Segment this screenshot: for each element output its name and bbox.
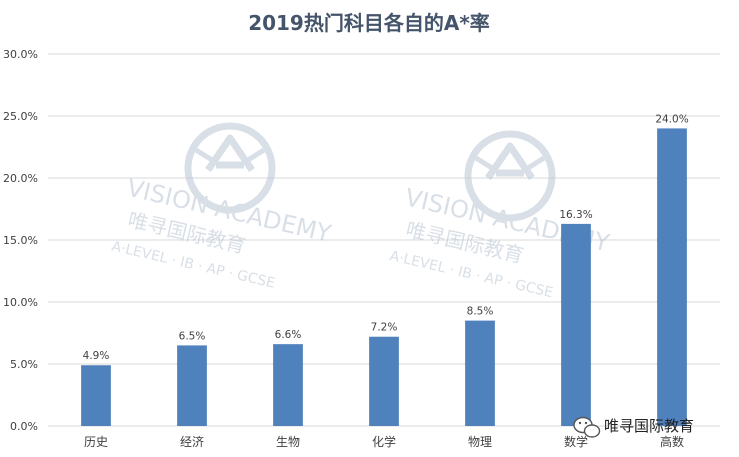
data-label: 4.9% — [83, 350, 110, 362]
data-label: 6.5% — [179, 330, 206, 342]
y-tick-label: 30.0% — [3, 48, 38, 61]
bar — [369, 336, 399, 426]
category-label: 经济 — [180, 434, 204, 449]
bar — [657, 128, 687, 426]
data-label: 16.3% — [559, 209, 592, 221]
footer-label: 唯寻国际教育 — [604, 417, 694, 435]
footer: 唯寻国际教育 — [573, 416, 694, 438]
category-labels: 历史 经济 生物 化学 物理 数学 高数 — [84, 434, 684, 449]
y-tick-label: 10.0% — [3, 296, 38, 309]
bars — [81, 128, 687, 426]
category-label: 数学 — [564, 434, 588, 449]
data-label: 6.6% — [275, 329, 302, 341]
y-tick-label: 5.0% — [10, 358, 38, 371]
category-label: 生物 — [276, 435, 300, 449]
bar — [561, 223, 591, 426]
bar — [81, 365, 111, 426]
bar — [273, 344, 303, 426]
vision-academy-logo-icon — [464, 130, 556, 222]
data-labels: 4.9% 6.5% 6.6% 7.2% 8.5% 16.3% 24.0% — [83, 113, 689, 362]
vision-academy-logo-icon — [184, 122, 276, 214]
data-label: 24.0% — [655, 113, 688, 125]
watermark-left: VISION ACADEMY 唯寻国际教育 A·LEVEL · IB · AP … — [110, 122, 334, 292]
bar — [177, 345, 207, 426]
category-label: 高数 — [660, 434, 684, 449]
chart-title: 2019热门科目各自的A*率 — [248, 11, 490, 35]
category-label: 化学 — [372, 434, 396, 449]
data-label: 8.5% — [467, 306, 494, 318]
gridlines — [48, 53, 720, 427]
category-label: 物理 — [468, 435, 492, 449]
wechat-icon — [573, 416, 601, 438]
bar — [465, 320, 495, 426]
y-axis-ticks: 0.0% 5.0% 10.0% 15.0% 20.0% 25.0% 30.0% — [3, 48, 38, 433]
category-label: 历史 — [84, 435, 108, 449]
y-tick-label: 0.0% — [10, 420, 38, 433]
data-label: 7.2% — [371, 322, 398, 334]
y-tick-label: 25.0% — [3, 110, 38, 123]
y-tick-label: 15.0% — [3, 234, 38, 247]
y-tick-label: 20.0% — [3, 172, 38, 185]
